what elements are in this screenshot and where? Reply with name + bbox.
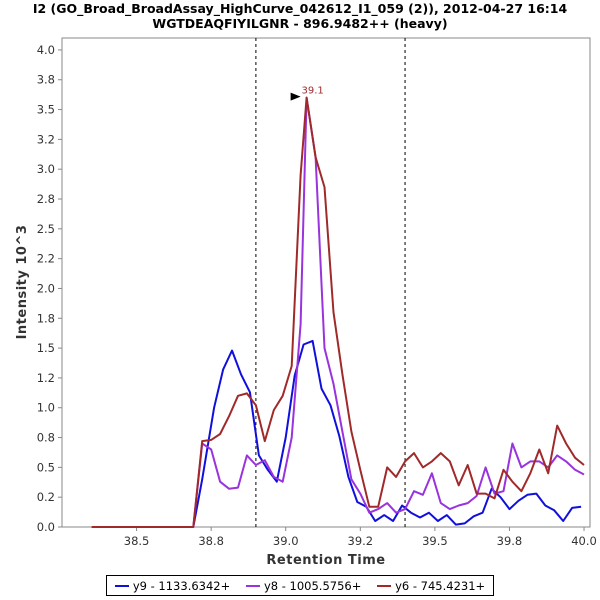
y-axis-title: Intensity 10^3 [15, 225, 30, 340]
peak-marker-arrow [290, 92, 301, 101]
x-axis-title: Retention Time [266, 553, 385, 568]
y-tick-label: 4.0 [37, 43, 55, 57]
legend-item-y9: y9 - 1133.6342+ [114, 578, 231, 593]
legend-item-y6: y6 - 745.4231+ [377, 579, 485, 593]
legend-swatch-y6 [377, 584, 392, 587]
y-tick-label: 2.8 [37, 192, 55, 206]
x-tick-label: 39.8 [497, 534, 523, 548]
y-tick-label: 0.2 [37, 490, 55, 504]
y-tick-label: 0.5 [37, 460, 55, 474]
legend-label-y9: y9 - 1133.6342+ [132, 578, 231, 593]
y-tick-label: 2.0 [37, 281, 55, 295]
y-tick-label: 3.0 [37, 162, 55, 176]
y-tick-label: 3.5 [37, 103, 55, 117]
series-line-y9 [91, 339, 582, 528]
y-tick-label: 0.8 [37, 431, 55, 445]
chart-subtitle: WGTDEAQFIYILGNR - 896.9482++ (heavy) [152, 16, 448, 31]
y-tick-label: 3.8 [37, 73, 55, 87]
chart-title: I2 (GO_Broad_BroadAssay_HighCurve_042612… [32, 1, 568, 16]
x-tick-label: 39.0 [273, 534, 299, 548]
chart-legend: y9 - 1133.6342+ y8 - 1005.5756+ y6 - 745… [106, 575, 494, 596]
peak-label: 39.1 [301, 86, 323, 97]
legend-label-y8: y8 - 1005.5756+ [263, 578, 362, 593]
x-tick-label: 38.8 [198, 534, 224, 548]
y-tick-label: 1.5 [37, 341, 55, 355]
plot-area [61, 37, 591, 528]
legend-swatch-y9 [114, 584, 129, 587]
y-tick-label: 1.8 [37, 311, 55, 325]
y-tick-label: 1.0 [37, 401, 55, 415]
y-tick-label: 2.2 [37, 252, 55, 266]
series-line-y6 [91, 96, 585, 528]
legend-swatch-y8 [245, 584, 260, 587]
x-tick-label: 38.5 [124, 534, 150, 548]
y-tick-label: 2.5 [37, 222, 55, 236]
legend-label-y6: y6 - 745.4231+ [395, 578, 486, 593]
series-line-y8 [91, 96, 585, 528]
y-tick-label: 1.2 [37, 371, 55, 385]
y-tick-label: 3.2 [37, 132, 55, 146]
x-tick-label: 40.0 [571, 534, 597, 548]
x-tick-label: 39.5 [422, 534, 448, 548]
legend-item-y8: y8 - 1005.5756+ [245, 578, 362, 593]
x-tick-label: 39.2 [348, 534, 374, 548]
y-tick-label: 0.0 [37, 520, 55, 534]
